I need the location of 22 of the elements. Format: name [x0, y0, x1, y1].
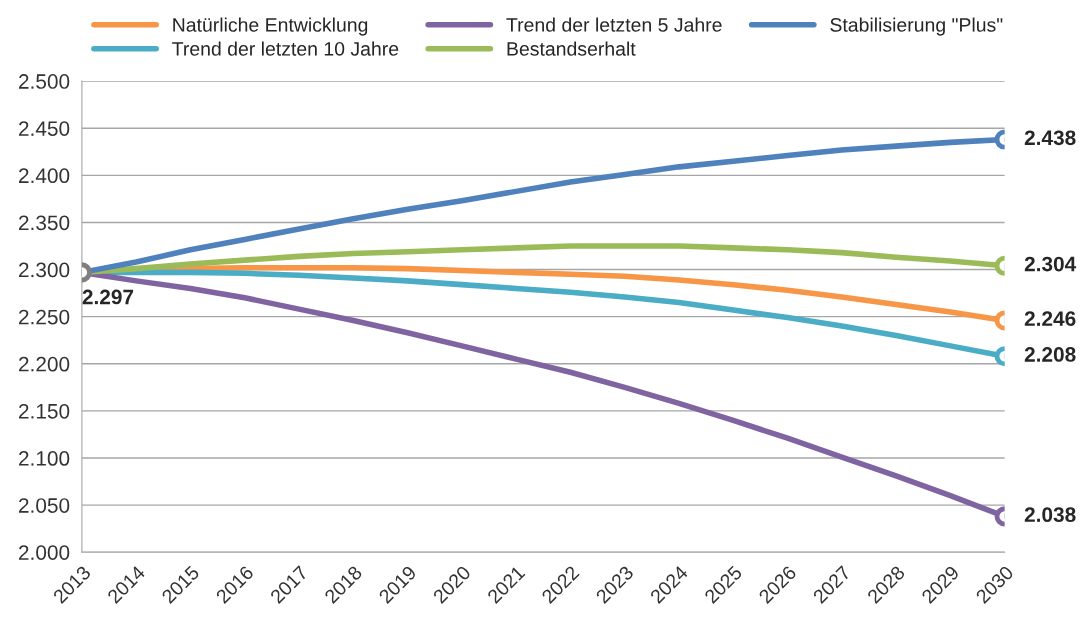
legend-label: Trend der letzten 5 Jahre: [506, 17, 722, 32]
y-tick-label: 2.050: [19, 498, 70, 513]
legend-label: Trend der letzten 10 Jahre: [172, 41, 399, 56]
data-label: 2.304: [1024, 256, 1077, 272]
y-tick-label: 2.250: [19, 309, 70, 325]
y-tick-label: 2.500: [19, 74, 70, 89]
data-label: 2.438: [1024, 130, 1076, 146]
y-tick-label: 2.400: [19, 168, 70, 184]
y-tick-label: 2.150: [19, 403, 70, 419]
y-tick-label: 2.200: [19, 356, 70, 372]
y-tick-label: 2.450: [19, 121, 70, 136]
y-tick-label: 2.300: [19, 262, 70, 278]
legend-label: Bestandserhalt: [507, 41, 636, 56]
data-label: 2.208: [1024, 347, 1076, 362]
data-label: 2.038: [1024, 507, 1076, 523]
y-tick-label: 2.100: [19, 451, 70, 466]
legend-label: Stabilisierung "Plus": [830, 17, 1003, 36]
y-tick-label: 2.000: [19, 545, 70, 560]
legend-label: Natürliche Entwicklung: [173, 17, 368, 36]
data-label: 2.246: [1024, 311, 1076, 327]
annotation: 2.297: [82, 289, 134, 305]
y-tick-label: 2.350: [19, 215, 70, 231]
